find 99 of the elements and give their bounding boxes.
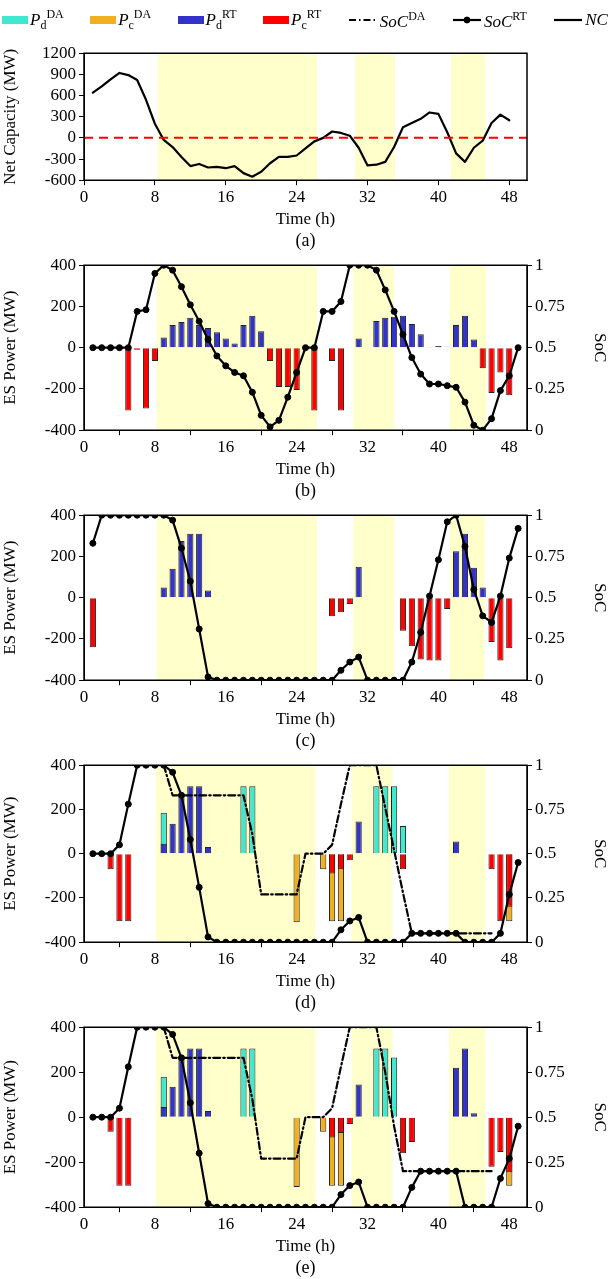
x-tick-label: 24 bbox=[288, 948, 306, 968]
x-tick-label: 24 bbox=[288, 1213, 306, 1233]
x-tick-label: 32 bbox=[359, 186, 377, 206]
x-axis-title: Time (h) bbox=[275, 709, 336, 729]
text: (b) bbox=[295, 479, 316, 501]
x-tick-label: 40 bbox=[429, 186, 447, 206]
y-tick-label: 0 bbox=[67, 1106, 76, 1126]
y-axis-title: ES Power (MW) bbox=[0, 1060, 19, 1175]
y-tick-label: 900 bbox=[50, 63, 76, 83]
x-tick-label: 48 bbox=[500, 1213, 518, 1233]
x-tick-label: 48 bbox=[500, 948, 518, 968]
y-tick-label: -200 bbox=[44, 378, 76, 398]
y-tick-label: 0 bbox=[67, 337, 76, 357]
x-tick-label: 40 bbox=[429, 948, 447, 968]
x-tick-label: 32 bbox=[359, 1213, 377, 1233]
y2-tick-label: 0 bbox=[535, 419, 544, 439]
y-axis-title: Net Capacity (MW) bbox=[0, 48, 19, 185]
legend-label: SoC$^{RT}$ bbox=[483, 8, 527, 32]
y-axis-title: ES Power (MW) bbox=[0, 540, 19, 655]
y2-tick-label: 0.5 bbox=[535, 843, 557, 863]
y-tick-label: -400 bbox=[44, 1196, 76, 1216]
x-tick-label: 16 bbox=[217, 948, 235, 968]
y-tick-label: 400 bbox=[50, 1016, 76, 1036]
x-tick-label: 40 bbox=[429, 686, 447, 706]
y2-axis-title: SoC bbox=[591, 1102, 610, 1132]
y-tick-label: 200 bbox=[50, 295, 76, 315]
x-tick-label: 8 bbox=[150, 686, 160, 706]
x-tick-label: 40 bbox=[429, 436, 447, 456]
x-tick-label: 32 bbox=[359, 948, 377, 968]
x-axis-title: Time (h) bbox=[275, 971, 336, 991]
text: (e) bbox=[295, 1256, 316, 1278]
x-tick-label: 48 bbox=[500, 686, 518, 706]
x-tick-label: 32 bbox=[359, 436, 377, 456]
x-tick-label: 8 bbox=[150, 1213, 160, 1233]
y-tick-label: 0 bbox=[67, 843, 76, 863]
x-tick-label: 16 bbox=[217, 436, 235, 456]
x-tick-label: 8 bbox=[150, 948, 160, 968]
y-tick-label: -400 bbox=[44, 419, 76, 439]
y2-tick-label: 0.25 bbox=[535, 628, 565, 648]
y-tick-label: -400 bbox=[44, 931, 76, 951]
y-axis-title: ES Power (MW) bbox=[0, 290, 19, 405]
y-tick-label: 200 bbox=[50, 545, 76, 565]
x-tick-label: 16 bbox=[217, 686, 235, 706]
text: (a) bbox=[295, 229, 316, 251]
x-tick-label: 48 bbox=[500, 436, 518, 456]
y-tick-label: 600 bbox=[50, 85, 76, 104]
y-tick-label: -200 bbox=[44, 628, 76, 648]
y-tick-label: -200 bbox=[44, 1151, 76, 1171]
x-tick-label: 24 bbox=[288, 186, 306, 206]
y2-tick-label: 0.5 bbox=[535, 587, 557, 607]
x-axis-title: Time (h) bbox=[275, 1236, 336, 1256]
y2-tick-label: 0.5 bbox=[535, 337, 557, 357]
y2-tick-label: 1 bbox=[535, 254, 544, 274]
y2-tick-label: 0 bbox=[535, 1196, 544, 1216]
y2-tick-label: 0.75 bbox=[535, 798, 565, 818]
y-tick-label: 1200 bbox=[42, 42, 76, 62]
x-tick-label: 40 bbox=[429, 1213, 447, 1233]
y2-axis-title: SoC bbox=[591, 583, 610, 613]
x-tick-label: 48 bbox=[500, 186, 518, 206]
y2-tick-label: 1 bbox=[535, 504, 544, 524]
y2-tick-label: 0.75 bbox=[535, 295, 565, 315]
y-tick-label: 300 bbox=[50, 106, 76, 126]
y2-tick-label: 1 bbox=[535, 1016, 544, 1036]
x-tick-label: 8 bbox=[150, 186, 160, 206]
y-tick-label: -400 bbox=[44, 669, 76, 689]
y-tick-label: 200 bbox=[50, 798, 76, 818]
y2-tick-label: 0.5 bbox=[535, 1106, 557, 1126]
legend-label: SoC$^{DA}$ bbox=[379, 8, 426, 32]
legend-label: NC bbox=[585, 10, 608, 30]
y-tick-label: 400 bbox=[50, 754, 76, 774]
y2-tick-label: 1 bbox=[535, 754, 544, 774]
text: (c) bbox=[295, 729, 316, 751]
y2-tick-label: 0 bbox=[535, 931, 544, 951]
x-tick-label: 24 bbox=[288, 436, 306, 456]
x-tick-label: 16 bbox=[217, 1213, 235, 1233]
y2-axis-title: SoC bbox=[591, 333, 610, 363]
y2-tick-label: 0.25 bbox=[535, 378, 565, 398]
y-axis-title: ES Power (MW) bbox=[0, 796, 19, 911]
y-tick-label: -600 bbox=[44, 169, 76, 189]
y-tick-label: 200 bbox=[50, 1061, 76, 1081]
y2-tick-label: 0.75 bbox=[535, 1061, 565, 1081]
x-tick-label: 32 bbox=[359, 686, 377, 706]
y-tick-label: 0 bbox=[67, 127, 76, 147]
y-tick-label: 0 bbox=[67, 587, 76, 607]
y-tick-label: 400 bbox=[50, 254, 76, 274]
y-tick-label: 400 bbox=[50, 504, 76, 524]
y2-tick-label: 0.75 bbox=[535, 545, 565, 565]
y2-tick-label: 0.25 bbox=[535, 887, 565, 907]
x-axis-title: Time (h) bbox=[275, 209, 336, 229]
y-tick-label: -300 bbox=[44, 148, 76, 168]
y2-axis-title: SoC bbox=[591, 839, 610, 869]
x-axis-title: Time (h) bbox=[275, 459, 336, 479]
y-tick-label: -200 bbox=[44, 887, 76, 907]
text: (d) bbox=[295, 991, 316, 1013]
y2-tick-label: 0 bbox=[535, 669, 544, 689]
x-tick-label: 24 bbox=[288, 686, 306, 706]
y2-tick-label: 0.25 bbox=[535, 1151, 565, 1171]
x-tick-label: 8 bbox=[150, 436, 160, 456]
x-tick-label: 16 bbox=[217, 186, 235, 206]
